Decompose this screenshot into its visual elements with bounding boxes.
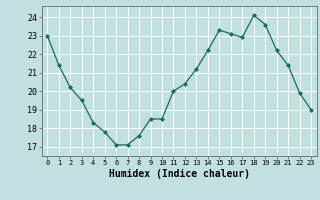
- X-axis label: Humidex (Indice chaleur): Humidex (Indice chaleur): [109, 169, 250, 179]
